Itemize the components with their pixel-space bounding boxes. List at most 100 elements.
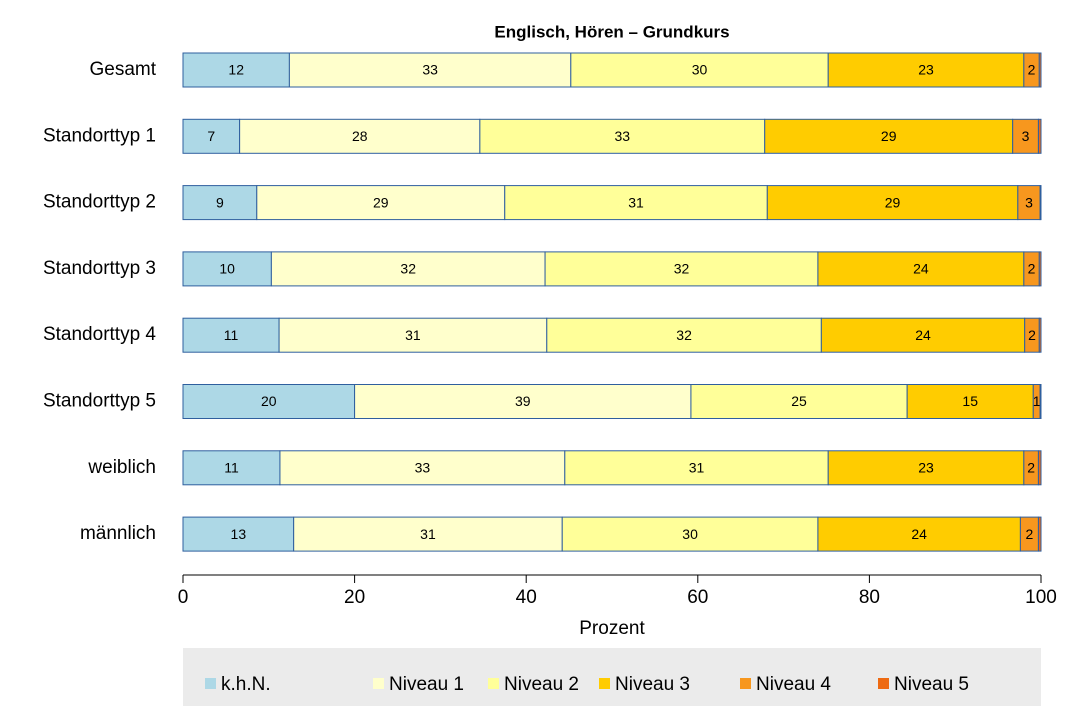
x-tick-label: 20 [344,587,365,608]
legend-swatch [599,678,610,689]
bar-segment [766,185,1019,221]
bar-segment [182,185,258,221]
legend-label: Niveau 5 [894,674,969,695]
bar-segment [182,251,272,287]
legend-swatch [373,678,384,689]
legend-label: Niveau 3 [615,674,690,695]
value-label: 31 [628,194,644,210]
bar-segment [544,251,819,287]
x-tick-label: 60 [687,587,708,608]
value-label: 23 [918,62,934,78]
value-label: 2 [1028,62,1036,78]
value-label: 33 [615,128,631,144]
bar-segment [820,317,1026,353]
value-label: 12 [228,62,244,78]
legend-label: Niveau 2 [504,674,579,695]
value-label: 33 [415,460,431,476]
value-label: 31 [405,327,421,343]
value-label: 23 [918,460,934,476]
value-label: 28 [352,128,368,144]
x-tick-label: 0 [178,587,189,608]
legend-swatch [878,678,889,689]
x-axis-label: Prozent [579,618,645,639]
value-label: 24 [913,261,929,277]
value-label: 9 [216,194,224,210]
y-tick-label: männlich [80,523,156,544]
bar-segment [479,118,766,154]
bar-segment [906,384,1034,419]
value-label: 11 [224,327,239,343]
value-label: 31 [420,526,436,542]
value-label: 25 [791,393,807,409]
bar-segment [279,450,566,486]
bar-segment [182,516,295,552]
y-tick-label: Standorttyp 4 [43,324,156,345]
value-label: 39 [515,393,531,409]
bar-segment [1038,251,1042,287]
legend-label: Niveau 4 [756,674,831,695]
bar-segment [817,251,1025,287]
value-label: 31 [689,460,705,476]
bar-segment [817,516,1021,552]
bar-segment [570,52,829,88]
bar-segment [1037,118,1042,154]
value-label: 20 [261,393,277,409]
value-label: 33 [422,62,438,78]
chart-title: Englisch, Hören – Grundkurs [494,22,729,41]
bar-segment [182,317,280,353]
value-label: 2 [1026,526,1034,542]
bar-segment [1038,317,1042,353]
bar-segment [1039,384,1042,419]
legend-swatch [488,678,499,689]
bar-segment [270,251,546,287]
legend-label: k.h.N. [221,674,271,695]
bar-segment [182,384,356,419]
bar-segment [239,118,481,154]
x-tick-label: 80 [859,587,880,608]
value-label: 30 [682,526,698,542]
x-tick-label: 100 [1025,587,1057,608]
bar-segment [1012,118,1039,154]
bar-segment [1039,185,1042,221]
y-tick-label: Gesamt [89,59,156,80]
value-label: 7 [207,128,215,144]
legend-swatch [205,678,216,689]
value-label: 30 [692,62,708,78]
value-label: 24 [911,526,927,542]
bar-segment [546,317,822,353]
value-label: 2 [1027,460,1035,476]
bar-segment [564,450,829,486]
bar-segment [256,185,506,221]
value-label: 24 [915,327,931,343]
value-label: 32 [400,261,416,277]
value-label: 1 [1033,393,1041,409]
bar-segment [354,384,692,419]
bar-segment [1038,52,1042,88]
bar-segment [293,516,563,552]
bar-segment [182,118,241,154]
y-tick-label: Standorttyp 5 [43,391,156,412]
value-label: 2 [1028,327,1036,343]
value-label: 29 [881,128,897,144]
bar-segment [182,450,281,486]
value-label: 32 [674,261,690,277]
value-label: 10 [219,261,235,277]
value-label: 29 [373,194,389,210]
legend-swatch [740,678,751,689]
value-label: 3 [1025,194,1033,210]
bar-segment [690,384,908,419]
y-tick-label: Standorttyp 1 [43,125,156,146]
value-label: 29 [885,194,901,210]
legend-box [183,648,1041,706]
bar-segment [1037,450,1042,486]
value-label: 2 [1028,261,1036,277]
value-label: 11 [224,460,239,476]
value-label: 13 [231,526,247,542]
value-label: 15 [962,393,978,409]
y-tick-label: Standorttyp 3 [43,258,156,279]
y-tick-label: weiblich [87,457,156,478]
bar-segment [288,52,572,88]
y-tick-label: Standorttyp 2 [43,192,156,213]
value-label: 32 [676,327,692,343]
